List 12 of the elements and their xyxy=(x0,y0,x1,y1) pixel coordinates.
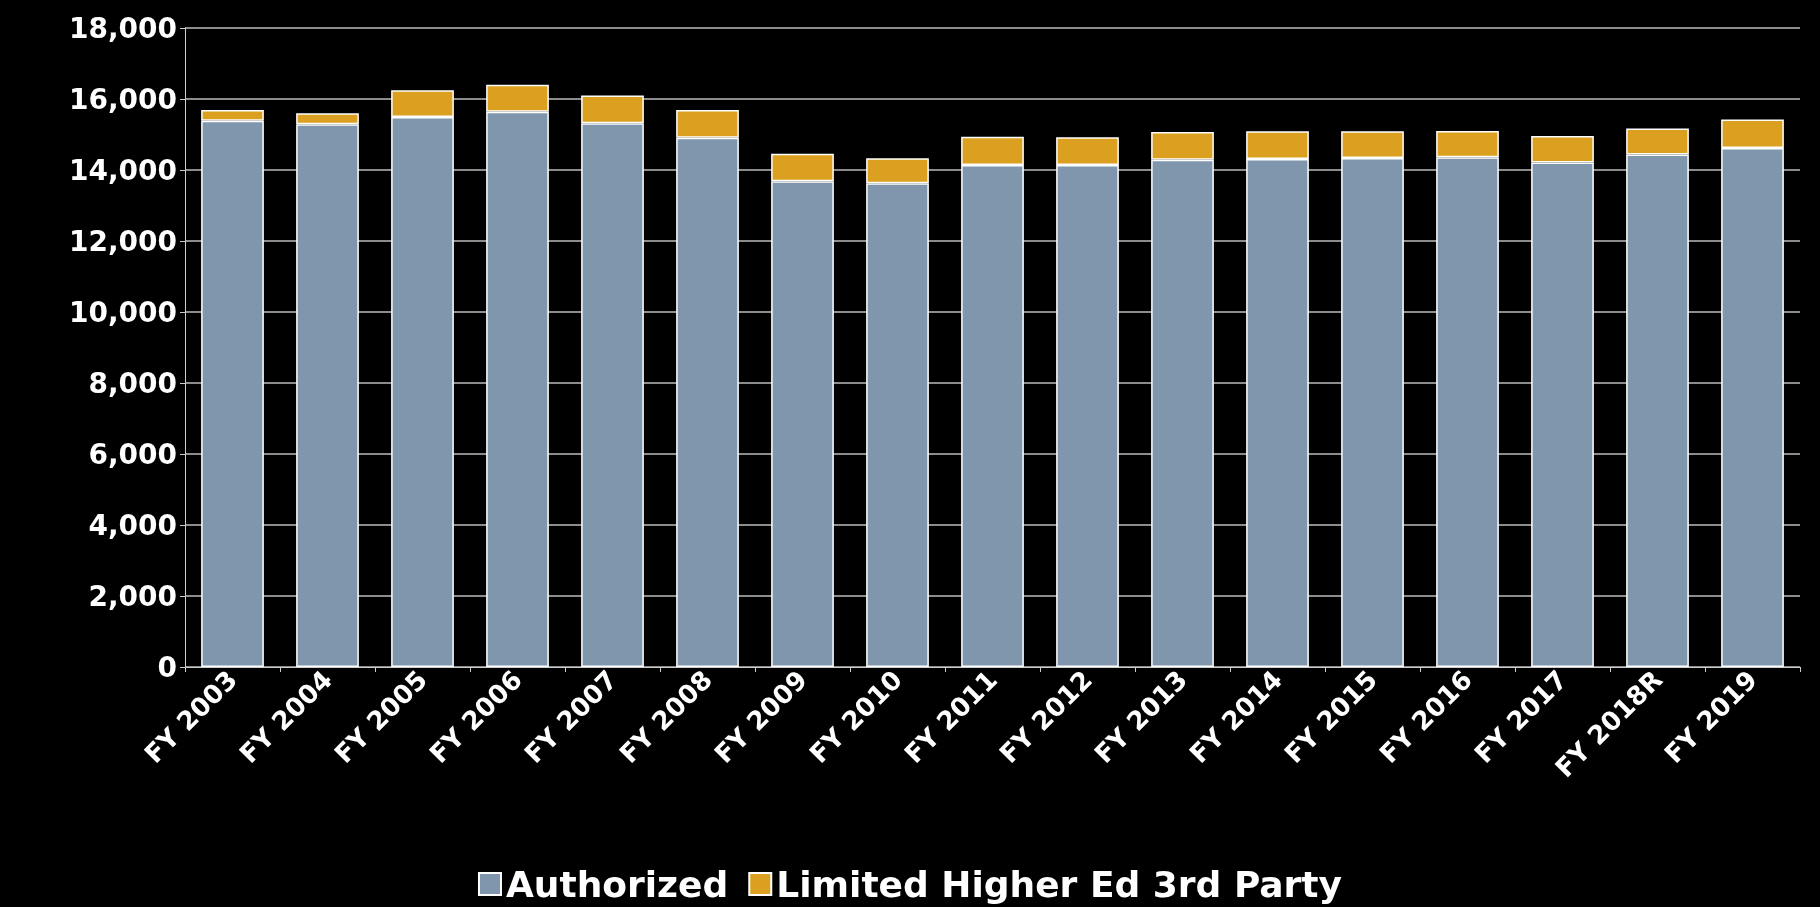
legend-label: Authorized xyxy=(505,863,729,905)
y-tick-label: 18,000 xyxy=(68,11,177,45)
y-tick-label: 12,000 xyxy=(68,224,177,258)
y-tick-label: 10,000 xyxy=(68,295,177,329)
y-tick-label: 0 xyxy=(157,650,177,684)
y-tick-label: 14,000 xyxy=(68,153,177,187)
y-tick-label: 6,000 xyxy=(88,437,177,471)
y-tick-label: 2,000 xyxy=(88,579,177,613)
y-tick-label: 8,000 xyxy=(88,366,177,400)
y-tick-label: 16,000 xyxy=(68,82,177,116)
y-tick-label: 4,000 xyxy=(88,508,177,542)
legend-label: Limited Higher Ed 3rd Party xyxy=(776,863,1343,905)
